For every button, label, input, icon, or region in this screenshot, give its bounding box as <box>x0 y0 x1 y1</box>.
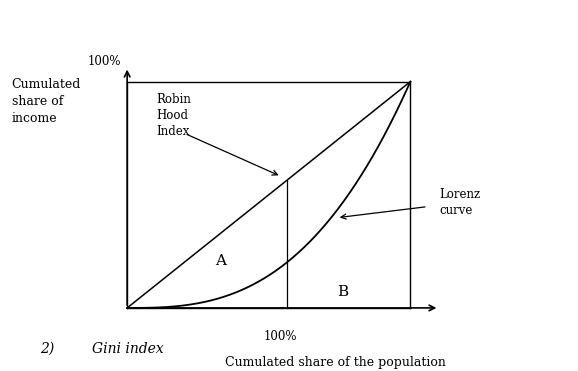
Text: Gini index: Gini index <box>92 342 164 356</box>
Text: Lorenz
curve: Lorenz curve <box>439 188 480 217</box>
Text: 100%: 100% <box>264 330 297 343</box>
Text: Robin
Hood
Index: Robin Hood Index <box>156 93 191 138</box>
Text: 100%: 100% <box>88 55 121 68</box>
Text: B: B <box>337 285 348 299</box>
Text: 2): 2) <box>40 342 55 356</box>
Text: Cumulated share of the population: Cumulated share of the population <box>225 356 446 369</box>
Text: A: A <box>216 254 227 268</box>
Text: Cumulated
share of
income: Cumulated share of income <box>12 78 81 125</box>
